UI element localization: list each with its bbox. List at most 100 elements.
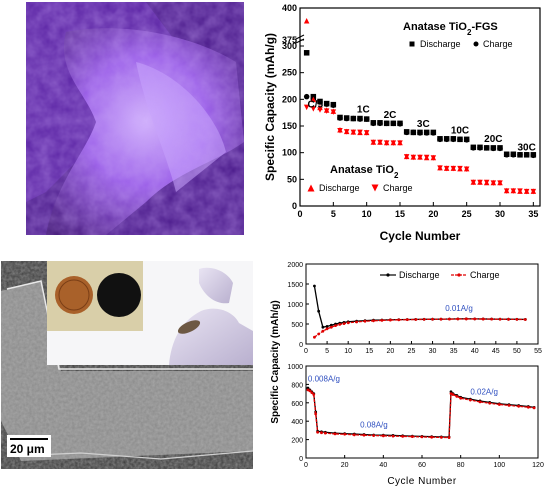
legend-marker-triangle-up	[307, 184, 315, 192]
data-point	[317, 107, 323, 113]
data-point	[459, 396, 463, 400]
data-point	[483, 179, 490, 186]
data-point	[320, 431, 323, 435]
data-point	[477, 145, 483, 151]
data-point	[317, 99, 323, 105]
data-point	[303, 93, 310, 100]
data-point	[497, 145, 503, 152]
y-tick-label: 1500	[287, 282, 303, 289]
data-point	[310, 391, 314, 395]
data-point	[372, 434, 376, 437]
data-point	[362, 433, 366, 437]
data-point	[470, 179, 477, 186]
y-tick-label: 600	[291, 401, 303, 408]
data-point	[363, 130, 370, 136]
series-points-discharge	[313, 284, 527, 329]
data-point	[523, 188, 530, 195]
y-tick-label: 500	[291, 322, 303, 329]
data-point	[490, 145, 497, 152]
legend-marker-square	[409, 41, 415, 47]
data-point	[447, 436, 451, 439]
x-tick-label: 0	[304, 462, 308, 469]
data-point	[405, 318, 409, 322]
plot-frame	[305, 365, 539, 459]
data-point	[455, 394, 459, 398]
data-point	[451, 393, 455, 396]
sem-image-top	[26, 2, 244, 235]
data-point	[470, 145, 477, 151]
y-tick-label: 200	[282, 94, 297, 104]
data-point	[417, 130, 423, 136]
data-point	[397, 318, 401, 322]
data-point	[422, 318, 426, 321]
rate-label: 2C	[384, 110, 397, 121]
data-point	[334, 324, 337, 327]
data-point	[488, 401, 492, 405]
data-point	[303, 104, 310, 111]
data-point	[342, 322, 346, 325]
legend-entry: Discharge	[399, 270, 440, 280]
electrode-disk-icon	[97, 273, 141, 317]
data-point	[507, 317, 510, 321]
x-tick-label: 45	[492, 348, 500, 355]
x-tick-label: 40	[379, 462, 387, 469]
y-tick-label: 100	[282, 148, 297, 158]
x-tick-label: 80	[457, 462, 465, 469]
x-tick-label: 100	[493, 462, 505, 469]
legend-entry: Charge	[470, 270, 500, 280]
data-point	[323, 431, 327, 435]
data-point	[517, 188, 523, 194]
data-point	[325, 325, 329, 328]
series-line-charge	[307, 389, 535, 439]
data-point	[403, 154, 410, 160]
sem-image-bottom: 20 μm	[1, 261, 254, 469]
plot-frame	[299, 7, 541, 207]
y-tick-label: 300	[282, 41, 297, 51]
data-point	[468, 398, 472, 402]
data-point	[498, 317, 502, 321]
y-tick-label: 1000	[287, 302, 303, 309]
data-point	[323, 108, 330, 114]
data-point	[448, 317, 451, 321]
data-point	[437, 165, 443, 171]
data-point	[410, 129, 417, 136]
data-point	[397, 121, 403, 127]
data-point	[372, 319, 375, 323]
y-tick-label: 0	[292, 201, 297, 211]
y-tick-label: 800	[291, 382, 303, 389]
legend-marker-charge	[457, 273, 461, 277]
data-point	[430, 130, 437, 136]
scale-bar-label: 20 μm	[10, 442, 45, 456]
data-point	[483, 145, 490, 151]
x-tick-label: 30	[495, 209, 505, 219]
x-tick-label: 5	[331, 209, 336, 219]
rate-label: 20C	[484, 134, 502, 145]
data-point	[439, 317, 443, 321]
legend-entry: Charge	[383, 183, 413, 193]
data-point	[303, 18, 310, 24]
data-point	[397, 140, 403, 146]
data-point	[439, 435, 443, 439]
legend-entry: Charge	[483, 39, 513, 49]
data-point	[450, 136, 457, 143]
data-point	[478, 400, 482, 404]
legend-marker-discharge	[386, 273, 390, 277]
data-point	[330, 109, 337, 115]
y-tick-label: 0	[299, 342, 303, 349]
coin-icon	[55, 276, 93, 314]
data-point	[303, 50, 310, 56]
rate-label: 3C	[417, 119, 430, 130]
x-axis-label: Cycle Number	[387, 476, 457, 487]
x-tick-label: 10	[362, 209, 372, 219]
data-point	[463, 137, 470, 143]
x-tick-label: 120	[532, 462, 544, 469]
axis-break-mark	[295, 34, 305, 40]
rate-annotation: 0.08A/g	[360, 421, 388, 430]
data-point	[410, 154, 417, 161]
data-point	[330, 102, 337, 108]
x-tick-label: 0	[297, 209, 302, 219]
y-tick-label: 1000	[287, 364, 303, 371]
x-tick-label: 40	[471, 348, 479, 355]
data-point	[338, 323, 342, 326]
series-line-discharge	[313, 285, 526, 328]
